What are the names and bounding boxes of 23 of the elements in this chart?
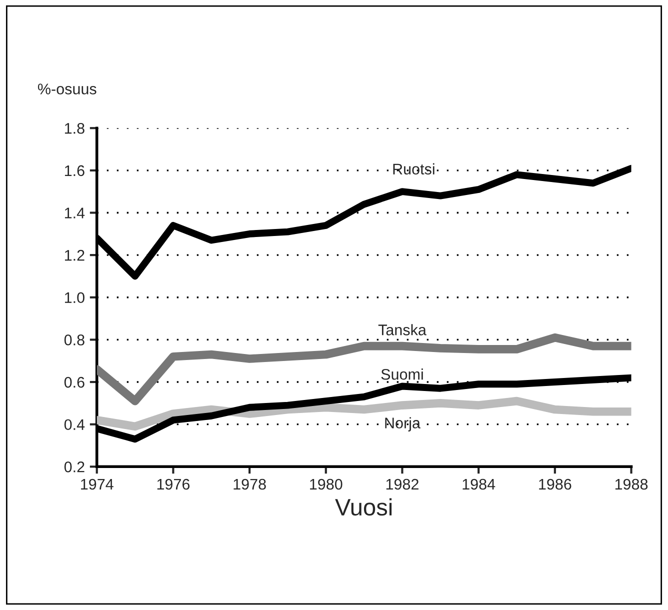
x-tick-label: 1984 xyxy=(462,478,496,490)
y-tick-label: 1.6 xyxy=(64,165,84,176)
x-tick-label: 1986 xyxy=(539,478,572,490)
y-tick-label: 0.8 xyxy=(64,334,84,346)
series-label: Norja xyxy=(385,417,420,432)
x-tick-label: 1976 xyxy=(157,478,190,490)
x-tick-label: 1982 xyxy=(386,478,418,490)
y-axis-title: %-osuus xyxy=(38,84,96,94)
x-tick-label: 1974 xyxy=(81,478,114,490)
y-tick-label: 1.8 xyxy=(64,122,84,134)
y-tick-label: 0.6 xyxy=(64,376,84,388)
x-tick-label: 1980 xyxy=(310,478,342,490)
y-tick-label: 0.4 xyxy=(64,419,85,430)
y-tick-label: 1.0 xyxy=(64,292,84,304)
series-label: Ruotsi xyxy=(393,163,434,175)
x-tick-label: 1988 xyxy=(615,478,648,490)
y-tick-label: 1.2 xyxy=(64,250,84,261)
series-label: Tanska xyxy=(378,324,426,336)
x-tick-label: 1978 xyxy=(234,478,266,490)
y-tick-label: 1.4 xyxy=(64,208,85,218)
x-axis-title: Vuosi xyxy=(335,498,392,516)
y-tick-label: 0.2 xyxy=(64,462,84,472)
series-label: Suomi xyxy=(381,368,423,380)
